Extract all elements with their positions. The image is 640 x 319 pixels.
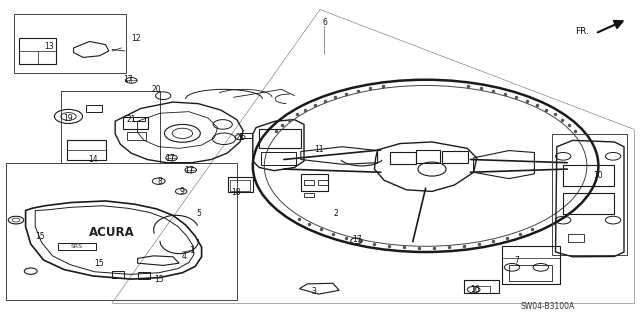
Bar: [14, 14, 126, 73]
Text: 14: 14: [88, 155, 98, 164]
Text: 15: 15: [154, 275, 164, 284]
Text: SW04-B3100A: SW04-B3100A: [520, 302, 574, 311]
Bar: [61, 91, 160, 163]
Bar: [259, 129, 301, 148]
Bar: [19, 38, 56, 64]
Bar: [390, 152, 416, 164]
Bar: [442, 151, 468, 163]
Bar: [230, 180, 250, 191]
Text: 3: 3: [311, 287, 316, 296]
Bar: [509, 265, 552, 281]
Bar: [552, 134, 627, 255]
Text: 2: 2: [333, 209, 339, 218]
Bar: [568, 234, 584, 242]
Text: SRS: SRS: [71, 244, 83, 249]
Text: 17: 17: [164, 154, 175, 163]
Text: 13: 13: [44, 42, 54, 51]
Text: 4: 4: [182, 252, 187, 261]
Text: FR.: FR.: [575, 27, 589, 36]
Text: 19: 19: [63, 114, 74, 122]
Bar: [464, 280, 499, 293]
Bar: [228, 177, 253, 192]
Text: 6: 6: [322, 18, 327, 27]
Text: 15: 15: [35, 232, 45, 241]
Bar: [563, 165, 614, 186]
Bar: [6, 163, 237, 300]
Text: 7: 7: [515, 256, 520, 265]
Text: 17: 17: [352, 235, 362, 244]
Text: 21: 21: [236, 133, 244, 142]
Bar: [304, 180, 314, 185]
Text: 1: 1: [189, 246, 195, 255]
Bar: [416, 150, 440, 163]
Bar: [127, 132, 146, 140]
Text: 17: 17: [184, 166, 194, 175]
Bar: [123, 117, 148, 129]
Text: 20: 20: [152, 85, 162, 94]
Bar: [502, 246, 560, 284]
Bar: [474, 286, 490, 293]
Bar: [563, 193, 614, 214]
Text: 5: 5: [196, 209, 201, 218]
Bar: [301, 174, 328, 191]
Text: 18: 18: [231, 188, 240, 197]
Bar: [112, 271, 124, 278]
Text: 8: 8: [157, 177, 163, 186]
Bar: [86, 105, 102, 112]
Bar: [304, 193, 314, 197]
Text: 15: 15: [94, 259, 104, 268]
Text: 9: 9: [180, 187, 185, 196]
Text: 11: 11: [314, 145, 323, 154]
Text: ACURA: ACURA: [89, 226, 135, 239]
Bar: [261, 152, 296, 165]
Bar: [58, 243, 96, 250]
Text: 21: 21: [127, 115, 136, 124]
Bar: [240, 133, 252, 138]
Text: 17: 17: [123, 75, 133, 84]
Bar: [67, 140, 106, 160]
Text: 12: 12: [132, 34, 141, 43]
Bar: [318, 180, 328, 185]
Bar: [138, 272, 150, 279]
Text: 16: 16: [470, 285, 480, 294]
Bar: [133, 117, 145, 121]
Text: 10: 10: [593, 171, 604, 180]
